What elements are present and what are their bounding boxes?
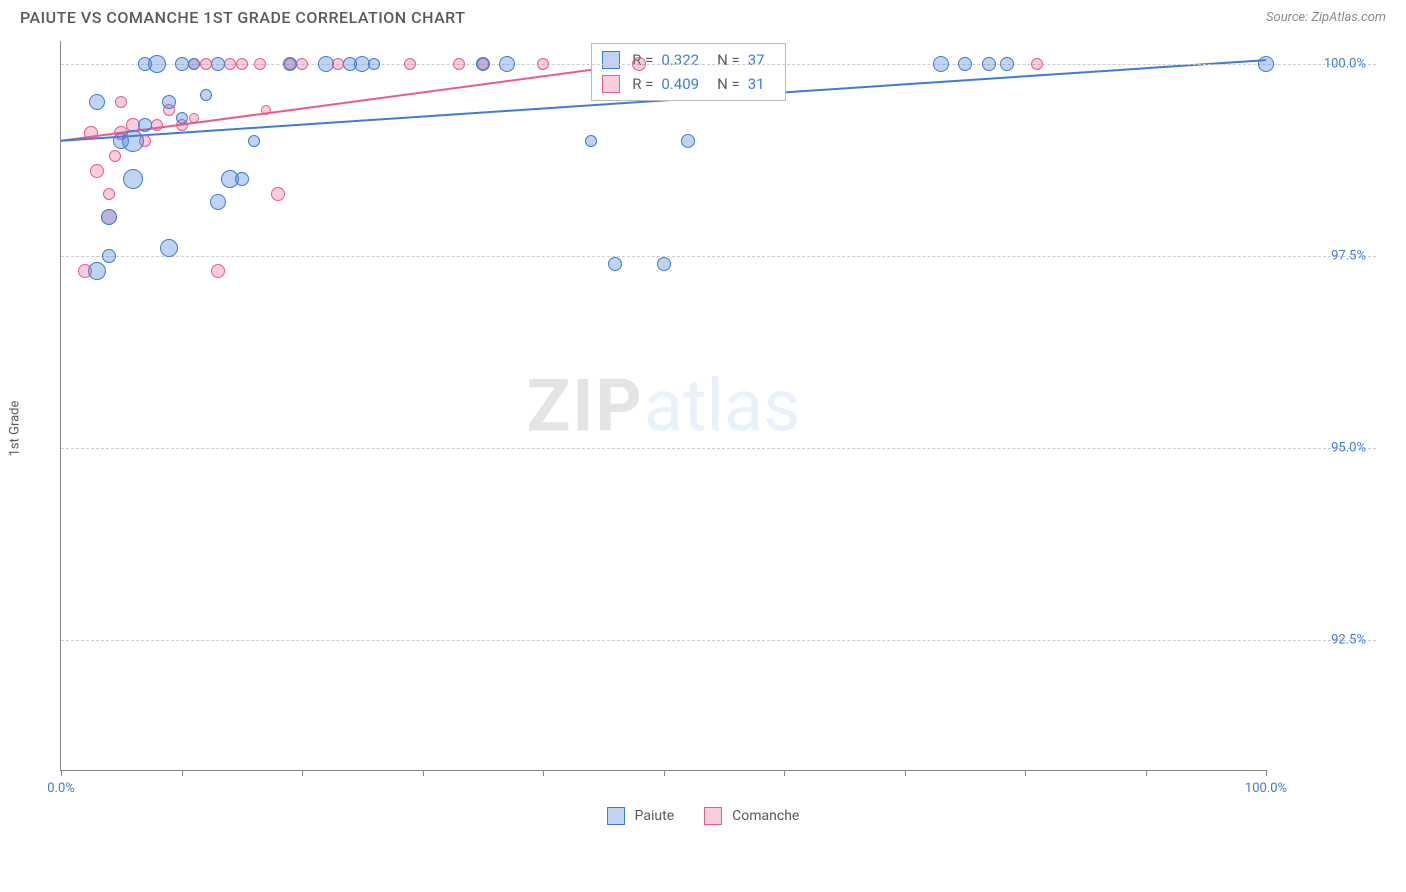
paiute-point: [1000, 57, 1014, 71]
legend-item-comanche: Comanche: [704, 807, 799, 825]
paiute-point: [101, 209, 117, 225]
stats-row-comanche: R = 0.409 N = 31: [602, 72, 774, 96]
y-tick-label: 95.0%: [1276, 440, 1366, 455]
paiute-r-value: 0.322: [661, 48, 699, 72]
paiute-point: [176, 112, 188, 124]
comanche-legend-swatch: [704, 807, 722, 825]
comanche-point: [1031, 58, 1043, 70]
comanche-point: [103, 188, 115, 200]
trend-lines: [61, 41, 1266, 770]
comanche-point: [296, 58, 308, 70]
n-label: N =: [717, 72, 740, 96]
paiute-legend-label: Paiute: [635, 808, 675, 824]
comanche-point: [90, 164, 104, 178]
paiute-point: [585, 135, 597, 147]
comanche-n-value: 31: [748, 72, 765, 96]
paiute-point: [188, 58, 200, 70]
paiute-point: [211, 57, 225, 71]
comanche-legend-label: Comanche: [732, 808, 799, 824]
paiute-point: [499, 56, 515, 72]
paiute-point: [476, 57, 490, 71]
comanche-point: [236, 58, 248, 70]
paiute-legend-swatch: [607, 807, 625, 825]
y-tick-label: 97.5%: [1276, 248, 1366, 263]
x-tick: [784, 770, 785, 776]
paiute-point: [982, 57, 996, 71]
paiute-point: [122, 130, 144, 152]
comanche-point: [632, 57, 646, 71]
gridline: [61, 448, 1376, 449]
stats-row-paiute: R = 0.322 N = 37: [602, 48, 774, 72]
y-tick-label: 100.0%: [1276, 57, 1366, 72]
paiute-point: [235, 172, 249, 186]
n-label: N =: [717, 48, 740, 72]
paiute-point: [958, 57, 972, 71]
paiute-point: [248, 135, 260, 147]
comanche-swatch: [602, 75, 620, 93]
paiute-point: [123, 169, 143, 189]
comanche-point: [224, 58, 236, 70]
x-tick: [1025, 770, 1026, 776]
comanche-r-value: 0.409: [661, 72, 699, 96]
legend-item-paiute: Paiute: [607, 807, 675, 825]
paiute-point: [657, 257, 671, 271]
comanche-point: [151, 119, 163, 131]
y-tick-label: 92.5%: [1276, 632, 1366, 647]
x-tick: [905, 770, 906, 776]
paiute-point: [1258, 56, 1274, 72]
comanche-point: [261, 105, 271, 115]
paiute-point: [89, 94, 105, 110]
x-tick: [302, 770, 303, 776]
comanche-point: [189, 113, 199, 123]
paiute-n-value: 37: [748, 48, 765, 72]
comanche-point: [84, 126, 98, 140]
r-label: R =: [632, 72, 653, 96]
paiute-point: [681, 134, 695, 148]
comanche-point: [404, 58, 416, 70]
gridline: [61, 640, 1376, 641]
paiute-point: [175, 57, 189, 71]
chart-title: PAIUTE VS COMANCHE 1ST GRADE CORRELATION…: [20, 8, 465, 27]
y-axis-label: 1st Grade: [8, 401, 23, 457]
x-tick: [182, 770, 183, 776]
x-tick-label: 100.0%: [1245, 781, 1287, 796]
x-tick: [543, 770, 544, 776]
x-tick: [61, 770, 62, 776]
paiute-point: [162, 95, 176, 109]
x-tick-label: 0.0%: [47, 781, 75, 796]
bottom-legend: Paiute Comanche: [0, 807, 1406, 825]
source-label: Source: ZipAtlas.com: [1266, 10, 1386, 25]
paiute-point: [608, 257, 622, 271]
stats-box: R = 0.322 N = 37 R = 0.409 N = 31: [591, 43, 785, 101]
paiute-point: [138, 118, 152, 132]
comanche-point: [109, 150, 121, 162]
plot-area: ZIPatlas R = 0.322 N = 37 R = 0.409 N = …: [60, 41, 1266, 771]
paiute-point: [160, 239, 178, 257]
paiute-point: [102, 249, 116, 263]
comanche-point: [453, 58, 465, 70]
comanche-point: [211, 264, 225, 278]
comanche-point: [254, 58, 266, 70]
paiute-point: [88, 262, 106, 280]
comanche-point: [115, 96, 127, 108]
paiute-point: [933, 56, 949, 72]
comanche-point: [271, 187, 285, 201]
x-tick: [1266, 770, 1267, 776]
x-tick: [1146, 770, 1147, 776]
paiute-point: [318, 56, 334, 72]
paiute-point: [200, 89, 212, 101]
comanche-point: [537, 58, 549, 70]
paiute-point: [210, 194, 226, 210]
paiute-point: [148, 55, 166, 73]
chart-container: 1st Grade ZIPatlas R = 0.322 N = 37 R = …: [60, 41, 1376, 801]
gridline: [61, 256, 1376, 257]
paiute-swatch: [602, 51, 620, 69]
paiute-point: [283, 57, 297, 71]
paiute-point: [368, 58, 380, 70]
x-tick: [423, 770, 424, 776]
x-tick: [664, 770, 665, 776]
